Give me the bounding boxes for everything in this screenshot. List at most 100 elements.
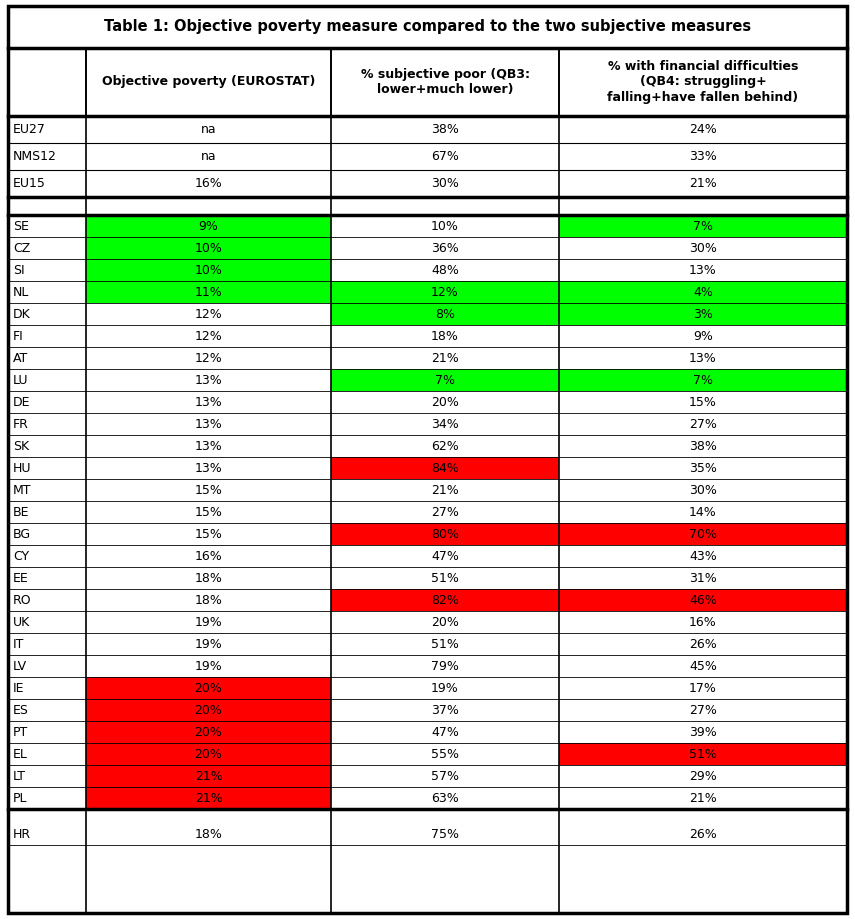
Bar	[559, 215, 847, 237]
Text: 19%: 19%	[195, 660, 222, 673]
Text: RO: RO	[13, 594, 32, 607]
Text: 7%: 7%	[693, 220, 713, 233]
Text: 20%: 20%	[195, 725, 222, 739]
Text: 31%: 31%	[689, 572, 716, 584]
Text: 46%: 46%	[689, 594, 716, 607]
Text: NL: NL	[13, 286, 29, 299]
Text: 36%: 36%	[431, 242, 459, 255]
Bar	[86, 765, 331, 787]
Text: 13%: 13%	[195, 439, 222, 452]
Text: 37%: 37%	[431, 704, 459, 717]
Text: 12%: 12%	[195, 308, 222, 321]
Bar	[559, 743, 847, 765]
Bar	[559, 281, 847, 303]
Text: 19%: 19%	[431, 682, 459, 695]
Text: 51%: 51%	[431, 572, 459, 584]
Text: 13%: 13%	[195, 417, 222, 430]
Text: 15%: 15%	[689, 395, 717, 409]
Text: na: na	[201, 150, 216, 163]
Bar	[331, 589, 559, 611]
Text: 10%: 10%	[195, 264, 222, 277]
Bar	[86, 743, 331, 765]
Text: 51%: 51%	[431, 638, 459, 651]
Text: ES: ES	[13, 704, 29, 717]
Text: 13%: 13%	[195, 461, 222, 474]
Text: 12%: 12%	[195, 330, 222, 343]
Text: 16%: 16%	[195, 550, 222, 562]
Text: Objective poverty (EUROSTAT): Objective poverty (EUROSTAT)	[102, 75, 315, 88]
Bar	[86, 677, 331, 699]
Bar	[559, 303, 847, 325]
Bar	[86, 721, 331, 743]
Text: 45%: 45%	[689, 660, 717, 673]
Text: 21%: 21%	[431, 483, 459, 496]
Text: 15%: 15%	[195, 483, 222, 496]
Text: 84%: 84%	[431, 461, 459, 474]
Text: 10%: 10%	[431, 220, 459, 233]
Text: 13%: 13%	[195, 395, 222, 409]
Text: 48%: 48%	[431, 264, 459, 277]
Bar	[86, 787, 331, 809]
Text: 67%: 67%	[431, 150, 459, 163]
Text: 75%: 75%	[431, 827, 459, 841]
Text: 27%: 27%	[689, 417, 717, 430]
Text: BE: BE	[13, 505, 30, 518]
Text: EL: EL	[13, 747, 28, 761]
Text: 16%: 16%	[195, 177, 222, 190]
Text: 15%: 15%	[195, 505, 222, 518]
Text: 7%: 7%	[435, 373, 455, 387]
Text: 3%: 3%	[693, 308, 713, 321]
Text: 21%: 21%	[689, 791, 716, 804]
Text: 38%: 38%	[431, 123, 459, 136]
Text: 55%: 55%	[431, 747, 459, 761]
Text: 20%: 20%	[195, 747, 222, 761]
Text: 39%: 39%	[689, 725, 716, 739]
Text: na: na	[201, 123, 216, 136]
Text: PL: PL	[13, 791, 27, 804]
Bar	[331, 369, 559, 391]
Bar	[559, 589, 847, 611]
Text: DE: DE	[13, 395, 31, 409]
Text: 19%: 19%	[195, 638, 222, 651]
Text: 63%: 63%	[431, 791, 459, 804]
Text: 13%: 13%	[195, 373, 222, 387]
Text: CY: CY	[13, 550, 29, 562]
Text: 16%: 16%	[689, 616, 716, 629]
Bar	[559, 369, 847, 391]
Text: EE: EE	[13, 572, 29, 584]
Text: 27%: 27%	[431, 505, 459, 518]
Text: LU: LU	[13, 373, 28, 387]
Text: 8%: 8%	[435, 308, 455, 321]
Text: 47%: 47%	[431, 550, 459, 562]
Text: 20%: 20%	[195, 704, 222, 717]
Text: UK: UK	[13, 616, 30, 629]
Bar	[86, 237, 331, 259]
Text: 13%: 13%	[689, 351, 716, 365]
Text: 21%: 21%	[195, 769, 222, 782]
Text: 80%: 80%	[431, 528, 459, 540]
Text: EU15: EU15	[13, 177, 46, 190]
Text: 34%: 34%	[431, 417, 459, 430]
Text: 9%: 9%	[693, 330, 713, 343]
Bar	[86, 215, 331, 237]
Bar	[559, 523, 847, 545]
Text: HU: HU	[13, 461, 32, 474]
Text: FR: FR	[13, 417, 29, 430]
Text: 9%: 9%	[198, 220, 218, 233]
Text: 57%: 57%	[431, 769, 459, 782]
Text: 21%: 21%	[431, 351, 459, 365]
Text: MT: MT	[13, 483, 32, 496]
Text: SI: SI	[13, 264, 25, 277]
Bar	[86, 699, 331, 721]
Text: DK: DK	[13, 308, 31, 321]
Text: 14%: 14%	[689, 505, 716, 518]
Text: 20%: 20%	[195, 682, 222, 695]
Text: 29%: 29%	[689, 769, 716, 782]
Text: 51%: 51%	[689, 747, 717, 761]
Text: SK: SK	[13, 439, 29, 452]
Text: AT: AT	[13, 351, 28, 365]
Text: 18%: 18%	[195, 594, 222, 607]
Text: EU27: EU27	[13, 123, 46, 136]
Text: 30%: 30%	[689, 242, 717, 255]
Text: Table 1: Objective poverty measure compared to the two subjective measures: Table 1: Objective poverty measure compa…	[104, 19, 751, 35]
